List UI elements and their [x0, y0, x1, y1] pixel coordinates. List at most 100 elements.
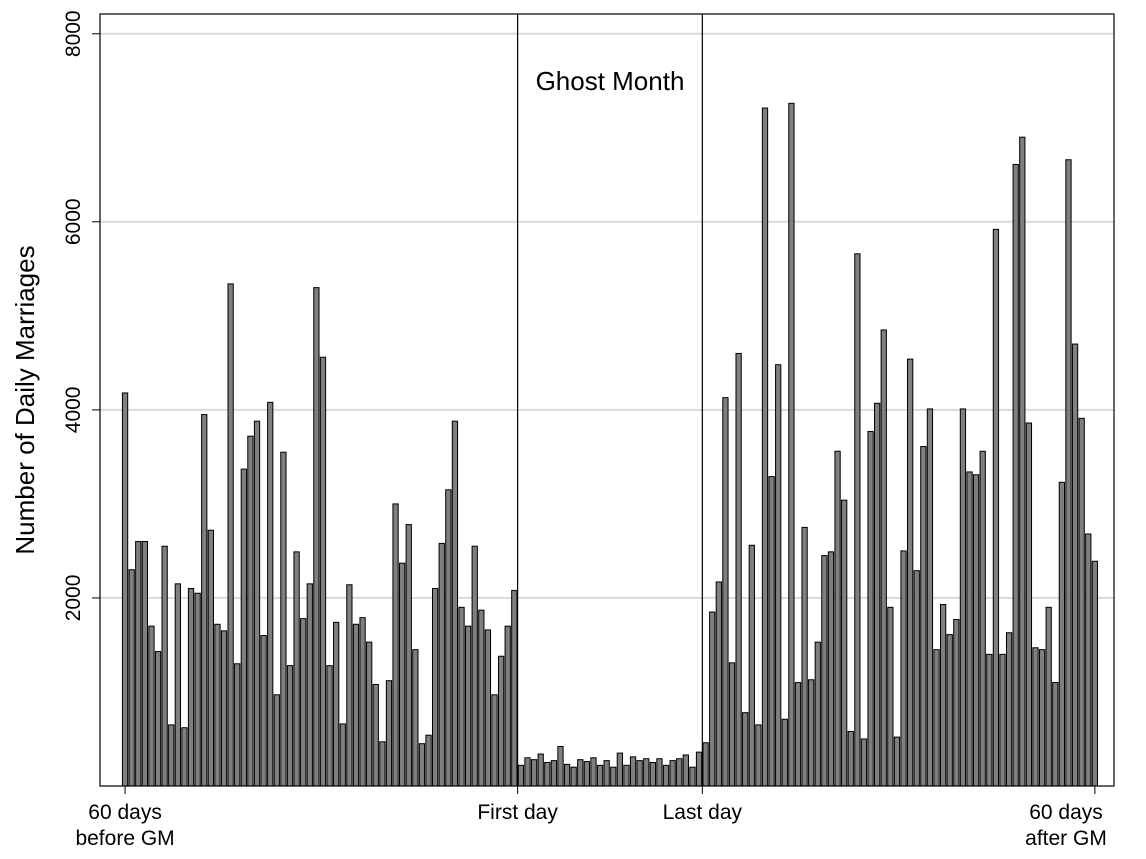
bar — [326, 665, 333, 787]
bar — [827, 551, 835, 787]
bar — [366, 641, 373, 787]
bar — [834, 450, 841, 787]
bar — [484, 629, 492, 787]
plot-frame — [99, 13, 1115, 787]
bar — [926, 408, 934, 787]
bar — [1045, 606, 1052, 787]
x-tick-label: Last day — [662, 801, 743, 824]
bar — [1078, 417, 1085, 787]
bar — [742, 712, 749, 787]
y-tick-label: 6000 — [62, 198, 85, 245]
bar — [1025, 422, 1033, 787]
bar — [841, 499, 848, 787]
bar — [128, 569, 135, 787]
bar — [643, 758, 650, 787]
bar — [854, 253, 861, 787]
bar — [808, 679, 815, 787]
bar — [293, 551, 300, 787]
bar — [801, 526, 808, 787]
bar — [194, 592, 201, 787]
bar — [933, 649, 940, 787]
bar — [504, 625, 511, 787]
bar — [511, 589, 518, 787]
bar — [860, 738, 868, 787]
bar — [517, 764, 525, 787]
bar — [313, 287, 320, 787]
bar — [412, 649, 419, 787]
bar — [161, 545, 168, 787]
bar — [141, 541, 149, 787]
bar — [464, 625, 472, 787]
bar — [570, 766, 577, 787]
bar — [319, 356, 327, 787]
bar — [920, 446, 927, 787]
bar — [537, 753, 544, 787]
bar — [814, 641, 821, 787]
bar — [557, 746, 564, 787]
bar — [438, 542, 445, 787]
bar — [359, 617, 366, 787]
bar — [867, 431, 874, 787]
bar — [1019, 136, 1026, 787]
bar — [768, 476, 775, 787]
bar — [583, 761, 591, 787]
bar — [577, 759, 584, 787]
bar — [636, 760, 643, 787]
bar — [1071, 343, 1079, 787]
chart-title: Ghost Month — [536, 66, 685, 96]
bar — [669, 760, 676, 787]
bar — [986, 653, 993, 787]
bar — [939, 604, 947, 787]
x-tick-label: First day — [477, 801, 558, 824]
bar — [623, 764, 630, 787]
bar — [240, 468, 247, 787]
bar — [425, 734, 432, 787]
bar — [761, 107, 769, 787]
bar — [979, 450, 986, 787]
bar — [418, 743, 426, 787]
bar — [1032, 647, 1039, 787]
bar — [286, 665, 294, 787]
bar — [1058, 481, 1066, 787]
bar — [273, 694, 280, 787]
bar — [385, 680, 393, 787]
y-axis-title: Number of Daily Marriages — [10, 245, 40, 554]
bar — [709, 611, 716, 787]
bar — [306, 583, 313, 787]
bar — [154, 651, 162, 787]
bar — [972, 474, 980, 787]
bar — [893, 736, 901, 787]
bar — [755, 724, 762, 787]
bar — [451, 420, 459, 787]
bar — [247, 435, 254, 787]
bar — [220, 630, 228, 787]
bar — [550, 760, 558, 787]
x-tick-label: 60 days after GM — [1025, 801, 1107, 850]
bar — [1065, 159, 1072, 787]
bar — [596, 764, 604, 787]
bar — [715, 581, 722, 787]
bar — [887, 606, 894, 787]
bar — [788, 102, 795, 787]
bar — [471, 545, 478, 787]
bar — [748, 544, 755, 787]
bar — [379, 741, 386, 787]
bar — [207, 529, 214, 787]
bar — [821, 555, 828, 787]
bar — [1085, 533, 1092, 787]
bar — [702, 742, 709, 787]
bar — [300, 618, 307, 787]
bar — [181, 727, 188, 787]
bar — [234, 663, 241, 787]
bar — [214, 623, 221, 787]
bar — [847, 730, 854, 787]
bar — [174, 583, 181, 787]
bar — [722, 397, 729, 787]
bar — [392, 503, 399, 787]
bar — [682, 754, 689, 787]
bar — [781, 718, 788, 787]
bar — [497, 655, 505, 787]
bar — [695, 751, 703, 787]
